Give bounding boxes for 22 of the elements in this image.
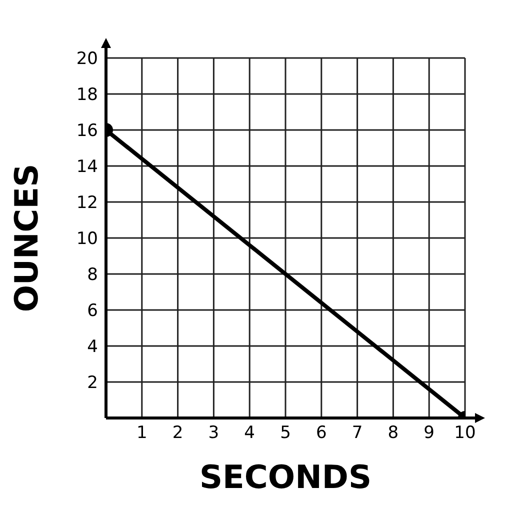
x-tick-label: 3: [208, 423, 220, 444]
x-tick-label: 4: [244, 423, 256, 444]
x-axis-title: SECONDS: [200, 458, 372, 496]
x-tick-label: 9: [424, 423, 435, 444]
y-tick-label: 12: [76, 193, 98, 214]
y-tick-label: 8: [87, 265, 98, 286]
x-tick-label: 1: [136, 423, 148, 444]
y-tick-label: 2: [87, 373, 98, 394]
x-tick-label: 10: [454, 423, 476, 444]
y-tick-label: 14: [76, 157, 98, 178]
x-tick-label: 2: [172, 423, 184, 444]
x-tick-label: 6: [316, 423, 327, 444]
y-tick-label: 10: [76, 229, 98, 250]
y-tick-label: 16: [76, 121, 98, 142]
x-tick-label: 7: [352, 423, 363, 444]
y-tick-label: 6: [87, 301, 98, 322]
y-axis-title: OUNCES: [7, 164, 46, 312]
x-tick-label: 8: [388, 423, 399, 444]
x-tick-label: 5: [280, 423, 291, 444]
y-tick-label: 18: [76, 85, 98, 106]
y-tick-label: 4: [87, 337, 98, 358]
y-tick-label: 20: [76, 49, 98, 70]
